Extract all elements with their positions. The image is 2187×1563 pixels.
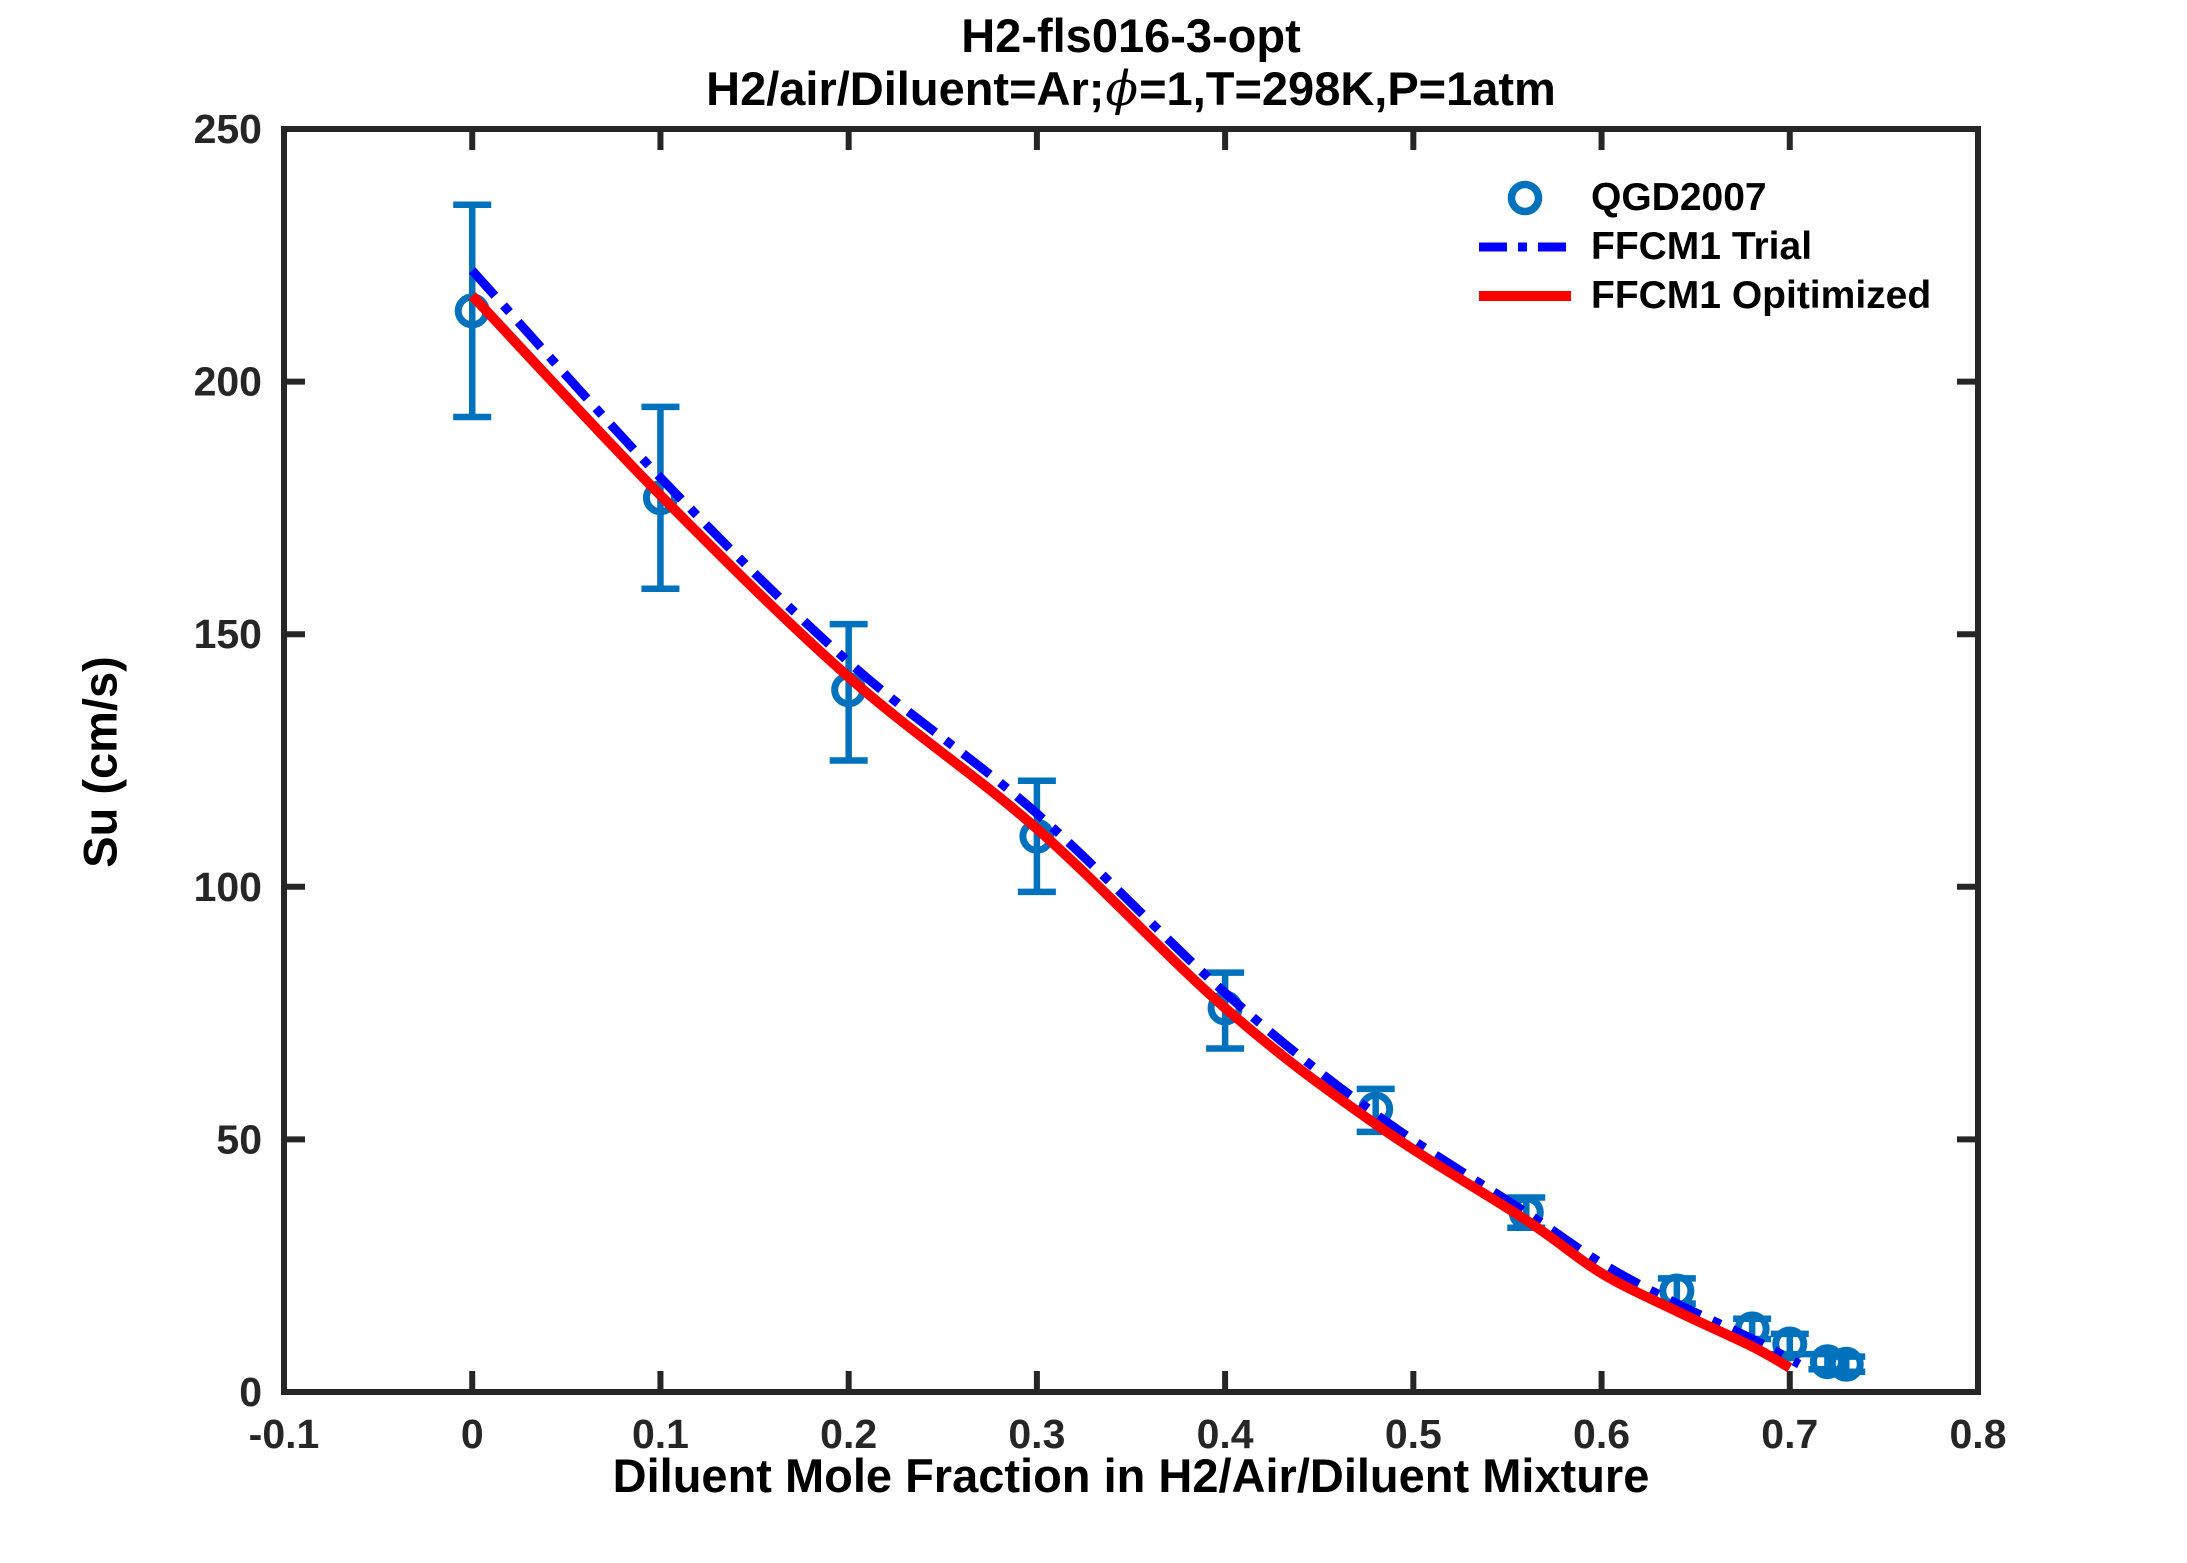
legend-solid-line-icon [1479,290,1571,301]
legend-item-ffcm1-opitimized: FFCM1 Opitimized [1477,271,1931,320]
legend-label: FFCM1 Trial [1591,224,1813,268]
subtitle-suffix: =1,T=298K,P=1atm [1139,62,1556,115]
phi-symbol: ϕ [1105,62,1139,117]
x-tick-label: 0.8 [1950,1411,2007,1457]
y-tick-label: 50 [216,1116,262,1162]
ffcm1-opitimized-curve [468,292,1793,1373]
x-tick-label: 0.1 [632,1411,689,1457]
y-tick-label: 200 [194,359,262,405]
x-tick-label: 0 [461,1411,484,1457]
subtitle-prefix: H2/air/Diluent=Ar; [706,62,1105,115]
y-tick-label: 250 [194,106,262,152]
y-tick-label: 0 [239,1369,262,1415]
ffcm1-trial-curve [468,267,1802,1369]
legend-item-qgd2007: QGD2007 [1477,173,1931,222]
qgd2007-point [1772,1326,1808,1362]
plot-box [281,126,1981,1395]
x-tick-label: 0.4 [1197,1411,1254,1457]
x-tick-label: 0.2 [820,1411,877,1457]
legend-marker-icon [1507,180,1543,215]
x-tick-label: 0.5 [1385,1411,1442,1457]
legend-item-ffcm1-trial: FFCM1 Trial [1477,222,1931,271]
y-tick-label: 100 [194,864,262,910]
x-tick-label: 0.7 [1761,1411,1818,1457]
x-tick-label: 0.3 [1008,1411,1065,1457]
legend-label: FFCM1 Opitimized [1591,273,1932,317]
chart-subtitle: H2/air/Diluent=Ar;ϕ=1,T=298K,P=1atm [284,61,1978,117]
y-axis-label: Su (cm/s) [73,656,127,868]
y-tick-label: 150 [194,611,262,657]
legend-dashdot-line-icon [1479,242,1571,251]
x-tick-label: -0.1 [249,1411,320,1457]
qgd2007-markers [454,293,1864,1382]
qgd2007-errorbars [453,201,1866,1376]
x-tick-label: 0.6 [1573,1411,1630,1457]
chart-title: H2-fls016-3-opt [961,9,1301,62]
qgd2007-point [1809,1344,1845,1380]
legend: QGD2007 FFCM1 Trial FFCM1 Opitimized [1477,173,1931,320]
x-axis-label: Diluent Mole Fraction in H2/Air/Diluent … [612,1449,1650,1502]
qgd2007-point [1828,1346,1864,1382]
legend-label: QGD2007 [1591,175,1767,219]
